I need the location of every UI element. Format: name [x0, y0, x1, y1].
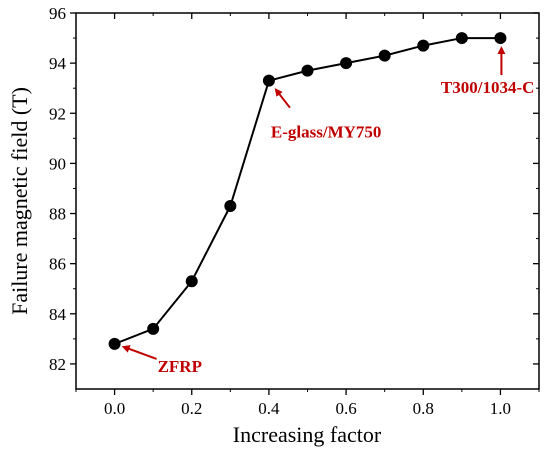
- y-axis-title: Failure magnetic field (T): [7, 87, 32, 315]
- data-point: [108, 337, 121, 350]
- y-tick-label: 90: [49, 154, 66, 173]
- y-tick-label: 86: [49, 255, 66, 274]
- y-axis: 82 84 86 88 90 92 94 96: [49, 4, 539, 374]
- y-tick-label: 94: [49, 54, 67, 73]
- data-point: [455, 32, 468, 45]
- annotations-group: ZFRP E-glass/MY750 T300/1034-C: [121, 46, 535, 376]
- annotation-label: E-glass/MY750: [271, 123, 382, 142]
- data-point: [224, 200, 237, 213]
- x-tick-label: 0.6: [335, 399, 356, 418]
- y-tick-label: 84: [49, 305, 67, 324]
- x-tick-label: 0.8: [413, 399, 434, 418]
- data-point: [417, 39, 430, 52]
- y-tick-label: 88: [49, 205, 66, 224]
- series-group: [108, 32, 507, 350]
- annotation-arrow: [274, 88, 291, 109]
- data-point: [147, 322, 160, 335]
- data-point: [185, 275, 198, 288]
- data-point: [301, 64, 314, 77]
- y-tick-label: 96: [49, 4, 66, 23]
- y-tick-label: 82: [49, 355, 66, 374]
- y-tick-label: 92: [49, 104, 66, 123]
- data-point: [340, 57, 353, 70]
- data-point: [262, 74, 275, 87]
- annotation-arrow: [121, 345, 157, 360]
- x-tick-label: 0.0: [104, 399, 125, 418]
- data-point: [494, 32, 507, 45]
- data-point: [378, 49, 391, 62]
- x-axis: 0.0 0.2 0.4 0.6 0.8 1.0: [75, 13, 540, 418]
- annotation-label: ZFRP: [158, 357, 202, 376]
- annotation-label: T300/1034-C: [441, 78, 535, 97]
- x-tick-label: 0.4: [258, 399, 280, 418]
- x-axis-title: Increasing factor: [233, 422, 382, 447]
- x-tick-label: 0.2: [181, 399, 202, 418]
- x-tick-label: 1.0: [490, 399, 511, 418]
